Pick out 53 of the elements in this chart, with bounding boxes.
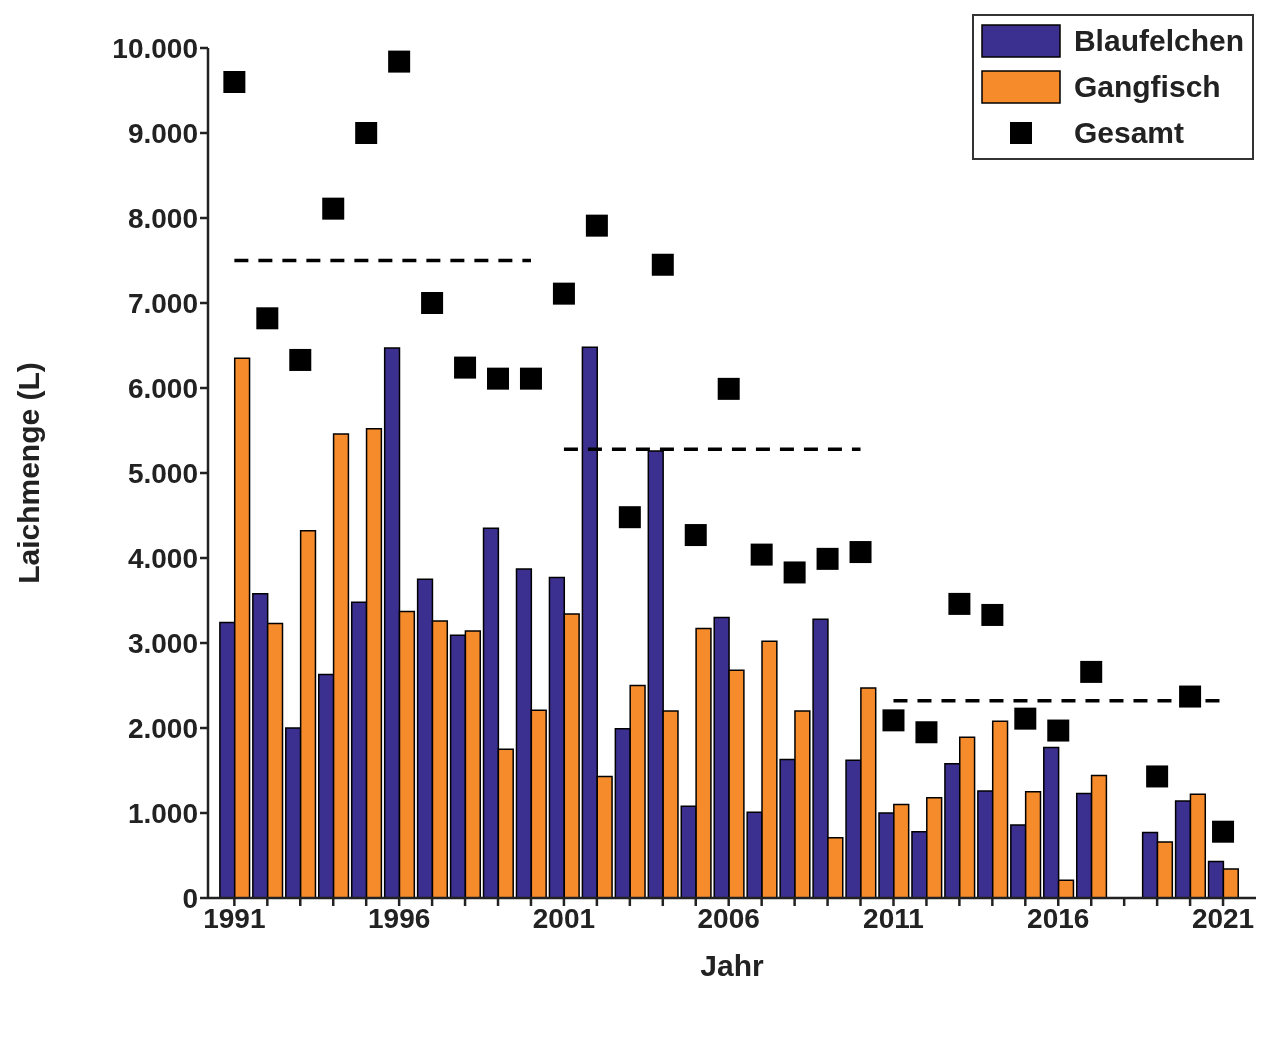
point (256, 307, 279, 330)
x-tick-label: 2021 (1191, 902, 1255, 934)
point (1179, 685, 1202, 708)
x-tick-label: 2011 (863, 902, 924, 934)
x-tick-label: 2001 (532, 902, 596, 934)
y-tick-label: 0 (182, 882, 198, 914)
point (487, 367, 510, 390)
y-tick-label: 9.000 (127, 117, 198, 149)
point (1047, 719, 1070, 742)
y-tick-label: 5.000 (127, 457, 198, 489)
x-tick-label: 1996 (368, 902, 431, 934)
point (618, 506, 641, 529)
x-tick-label: 1991 (203, 902, 266, 934)
point (585, 214, 608, 237)
point (388, 50, 411, 73)
point (552, 282, 575, 305)
legend-label: Gangfisch (1073, 70, 1221, 104)
point (651, 253, 674, 276)
point (915, 721, 938, 744)
point (882, 709, 905, 732)
point (421, 292, 444, 314)
point (750, 543, 773, 566)
point (1014, 707, 1037, 730)
y-tick-label: 3.000 (127, 627, 198, 659)
point (783, 561, 806, 584)
point (948, 592, 971, 615)
point (355, 122, 378, 144)
point (223, 71, 246, 93)
x-tick-label: 2016 (1027, 902, 1090, 934)
y-axis-title: Laichmenge (L) (11, 362, 45, 584)
legend-label: Gesamt (1073, 116, 1185, 150)
y-tick-label: 4.000 (127, 542, 198, 574)
point (454, 356, 477, 379)
legend-label: Blaufelchen (1073, 24, 1244, 58)
y-tick-label: 8.000 (127, 202, 198, 234)
point (1212, 820, 1235, 843)
point (519, 367, 542, 390)
y-tick-label: 1.000 (127, 797, 198, 829)
point (849, 541, 872, 564)
point (1080, 660, 1103, 683)
point (322, 197, 345, 220)
point (981, 603, 1004, 626)
y-tick-label: 7.000 (127, 287, 198, 319)
y-tick-label: 6.000 (127, 372, 198, 404)
x-axis-title: Jahr (700, 949, 765, 982)
point (289, 348, 312, 371)
y-tick-label: 2.000 (127, 712, 198, 744)
y-tick-label: 10.000 (112, 32, 198, 64)
x-tick-label: 2006 (697, 902, 760, 934)
point (816, 547, 839, 570)
point (717, 377, 740, 400)
point (684, 524, 707, 547)
point (1146, 765, 1169, 788)
